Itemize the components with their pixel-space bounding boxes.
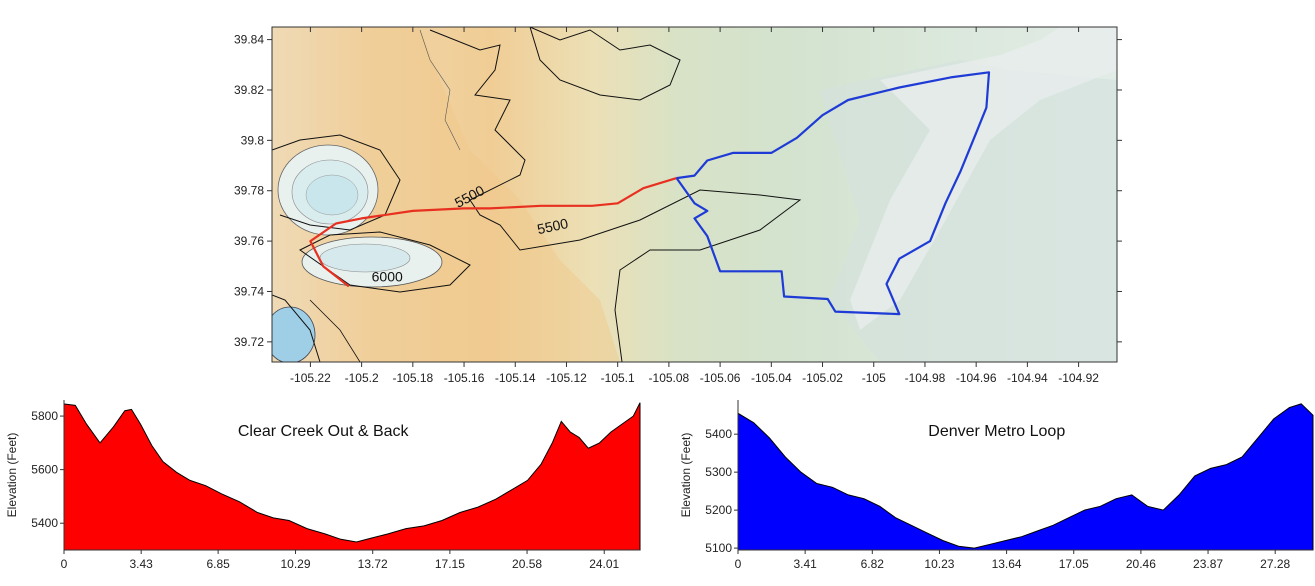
route-denver-metro [675, 71, 991, 316]
map-x-tick-label: -105.14 [495, 371, 536, 385]
map-x-tick-label: -105.16 [444, 371, 485, 385]
clear-creek-area [63, 402, 641, 551]
clear-creek-y-tick-label: 5800 [31, 409, 58, 423]
map-x-tick-label: -105.1 [601, 371, 635, 385]
contour-southwest [272, 294, 321, 362]
denver-metro-x-tick-label: 0 [735, 557, 742, 571]
clear-creek-x-tick-label: 6.85 [206, 557, 230, 571]
map-x-tick-label: -104.98 [905, 371, 946, 385]
clear-creek-y-tick-label: 5400 [31, 516, 58, 530]
denver-metro-y-tick-label: 5100 [705, 541, 732, 555]
denver-metro-x-tick-label: 13.64 [992, 557, 1022, 571]
map-y-tick-label: 39.72 [234, 335, 264, 349]
map-x-tick-label: -104.96 [956, 371, 997, 385]
clear-creek-x-tick-label: 17.15 [435, 557, 465, 571]
denver-metro-x-tick-label: 6.82 [861, 557, 885, 571]
clear-creek-x-tick-label: 20.58 [512, 557, 542, 571]
route-clear-creek [309, 177, 677, 288]
terrain-layer [272, 27, 1117, 362]
denver-metro-x-tick-label: 10.23 [924, 557, 954, 571]
map-x-tick-label: -105.22 [290, 371, 331, 385]
map-x-tick-label: -105.06 [700, 371, 741, 385]
denver-metro-x-tick-label: 27.28 [1260, 557, 1290, 571]
map-x-tick-label: -105.08 [649, 371, 690, 385]
clear-creek-title: Clear Creek Out & Back [238, 423, 410, 440]
map-y-tick-label: 39.82 [234, 83, 264, 97]
mountain-southwest [272, 306, 316, 362]
clear-creek-profile: 5400 5600 5800 0 3.43 6.85 10.29 13.72 17.15 20.5… [5, 400, 641, 571]
contour-minor [419, 29, 461, 151]
map-panel: -105.22 -105.2 -105.18 -105.16 -105.14 -105.1… [234, 26, 1122, 385]
denver-metro-area [737, 403, 1314, 551]
clear-creek-y-label: Elevation (Feet) [5, 433, 19, 518]
clear-creek-x-tick-label: 10.29 [281, 557, 311, 571]
contour-label: 6000 [372, 268, 403, 284]
map-x-tick-label: -104.92 [1058, 371, 1099, 385]
clear-creek-x-tick-label: 3.43 [129, 557, 153, 571]
denver-metro-y-tick-label: 5300 [705, 465, 732, 479]
downtown-area [850, 27, 1117, 330]
clear-creek-y-tick-label: 5600 [31, 463, 58, 477]
map-axes: -105.22 -105.2 -105.18 -105.16 -105.14 -105.1… [234, 27, 1122, 385]
map-x-tick-label: -105.2 [345, 371, 379, 385]
denver-metro-y-tick-label: 5400 [705, 427, 732, 441]
contour-6000-north [272, 134, 401, 231]
clear-creek-x-tick-label: 0 [61, 557, 68, 571]
clear-creek-x-tick-label: 13.72 [358, 557, 388, 571]
denver-metro-title: Denver Metro Loop [928, 423, 1065, 440]
clear-creek-x-tick-label: 24.01 [589, 557, 619, 571]
mountain-north-peak [305, 174, 359, 216]
map-y-tick-label: 39.76 [234, 234, 264, 248]
map-y-tick-label: 39.8 [241, 133, 265, 147]
denver-metro-x-tick-label: 17.05 [1059, 557, 1089, 571]
contour-5500 [429, 29, 802, 362]
denver-metro-y-label: Elevation (Feet) [679, 433, 693, 518]
map-y-tick-label: 39.84 [234, 33, 264, 47]
denver-metro-profile: 5100 5200 5300 5400 0 3.41 6.82 10.23 13.64 17.05… [679, 400, 1314, 571]
map-x-tick-label: -105.12 [546, 371, 587, 385]
contour-southwest-2 [309, 299, 361, 362]
map-x-tick-label: -105.02 [802, 371, 843, 385]
map-frame [271, 26, 1118, 363]
map-x-tick-label: -105.04 [751, 371, 792, 385]
map-x-tick-label: -105.18 [392, 371, 433, 385]
map-y-tick-label: 39.78 [234, 184, 264, 198]
contour-5500-north [529, 27, 681, 101]
map-y-tick-label: 39.74 [234, 284, 264, 298]
contour-6000-south [299, 231, 471, 293]
denver-metro-x-tick-label: 23.87 [1193, 557, 1223, 571]
denver-metro-x-tick-label: 20.46 [1126, 557, 1156, 571]
map-x-tick-label: -105 [862, 371, 886, 385]
map-x-tick-label: -104.94 [1007, 371, 1048, 385]
denver-metro-y-tick-label: 5200 [705, 503, 732, 517]
contour-label: 5500 [536, 215, 570, 237]
denver-metro-x-tick-label: 3.41 [793, 557, 817, 571]
